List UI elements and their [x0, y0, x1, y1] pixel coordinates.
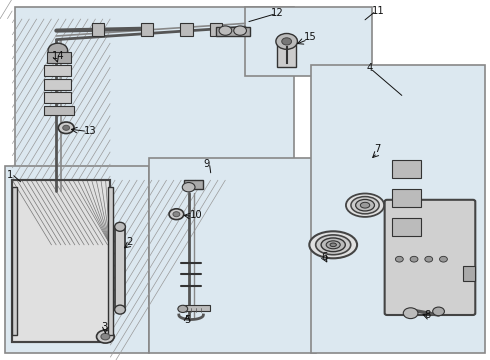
Circle shape	[395, 256, 403, 262]
Text: 13: 13	[84, 126, 97, 136]
Text: 5: 5	[184, 315, 190, 325]
Bar	[12, 180, 110, 342]
Bar	[108, 187, 113, 335]
Circle shape	[63, 125, 70, 130]
Bar	[141, 23, 153, 36]
Bar	[392, 189, 421, 207]
Circle shape	[97, 330, 114, 343]
Text: 9: 9	[203, 159, 210, 169]
Text: 10: 10	[190, 210, 203, 220]
Text: 15: 15	[304, 32, 317, 42]
Ellipse shape	[360, 202, 370, 208]
Bar	[183, 305, 210, 311]
Circle shape	[178, 305, 188, 312]
Ellipse shape	[330, 243, 336, 247]
Circle shape	[282, 38, 292, 45]
Bar	[12, 187, 17, 335]
Circle shape	[182, 183, 195, 192]
Bar	[44, 79, 71, 90]
Text: 11: 11	[371, 6, 384, 16]
Bar	[47, 52, 71, 63]
Ellipse shape	[321, 238, 345, 252]
Text: 6: 6	[321, 252, 327, 262]
Bar	[5, 166, 149, 353]
Text: 8: 8	[424, 310, 431, 320]
Circle shape	[173, 212, 180, 217]
Bar	[311, 65, 485, 353]
Bar	[15, 7, 294, 198]
Bar	[92, 23, 104, 36]
Bar	[44, 106, 74, 115]
Ellipse shape	[356, 199, 374, 211]
Bar	[44, 65, 71, 76]
Text: 14: 14	[51, 51, 64, 61]
Circle shape	[425, 256, 433, 262]
Bar	[44, 92, 71, 103]
Text: 4: 4	[367, 63, 373, 73]
Circle shape	[101, 333, 110, 340]
Circle shape	[219, 26, 232, 35]
Text: 1: 1	[7, 170, 14, 180]
Bar	[184, 180, 203, 189]
Circle shape	[440, 256, 447, 262]
Bar	[12, 180, 110, 342]
Circle shape	[48, 43, 68, 58]
Bar	[115, 227, 125, 310]
Ellipse shape	[115, 305, 125, 314]
Bar	[392, 160, 421, 178]
Ellipse shape	[346, 194, 384, 217]
Ellipse shape	[316, 235, 351, 255]
Ellipse shape	[326, 241, 340, 249]
Circle shape	[403, 308, 418, 319]
Circle shape	[234, 26, 246, 35]
Ellipse shape	[351, 197, 379, 214]
Text: 2: 2	[126, 237, 133, 247]
Bar	[210, 23, 222, 36]
Ellipse shape	[115, 222, 125, 231]
FancyBboxPatch shape	[385, 200, 475, 315]
Text: 3: 3	[101, 322, 107, 332]
Circle shape	[433, 307, 444, 316]
Ellipse shape	[309, 231, 357, 258]
Bar	[216, 27, 250, 36]
Text: 7: 7	[374, 144, 380, 154]
Bar	[245, 7, 372, 76]
Circle shape	[276, 33, 297, 49]
Bar	[392, 218, 421, 236]
Bar	[277, 38, 296, 67]
Circle shape	[410, 256, 418, 262]
Circle shape	[58, 122, 74, 134]
Text: 12: 12	[270, 8, 283, 18]
Bar	[149, 158, 316, 353]
Bar	[180, 23, 193, 36]
Bar	[463, 266, 475, 281]
Circle shape	[169, 209, 184, 220]
